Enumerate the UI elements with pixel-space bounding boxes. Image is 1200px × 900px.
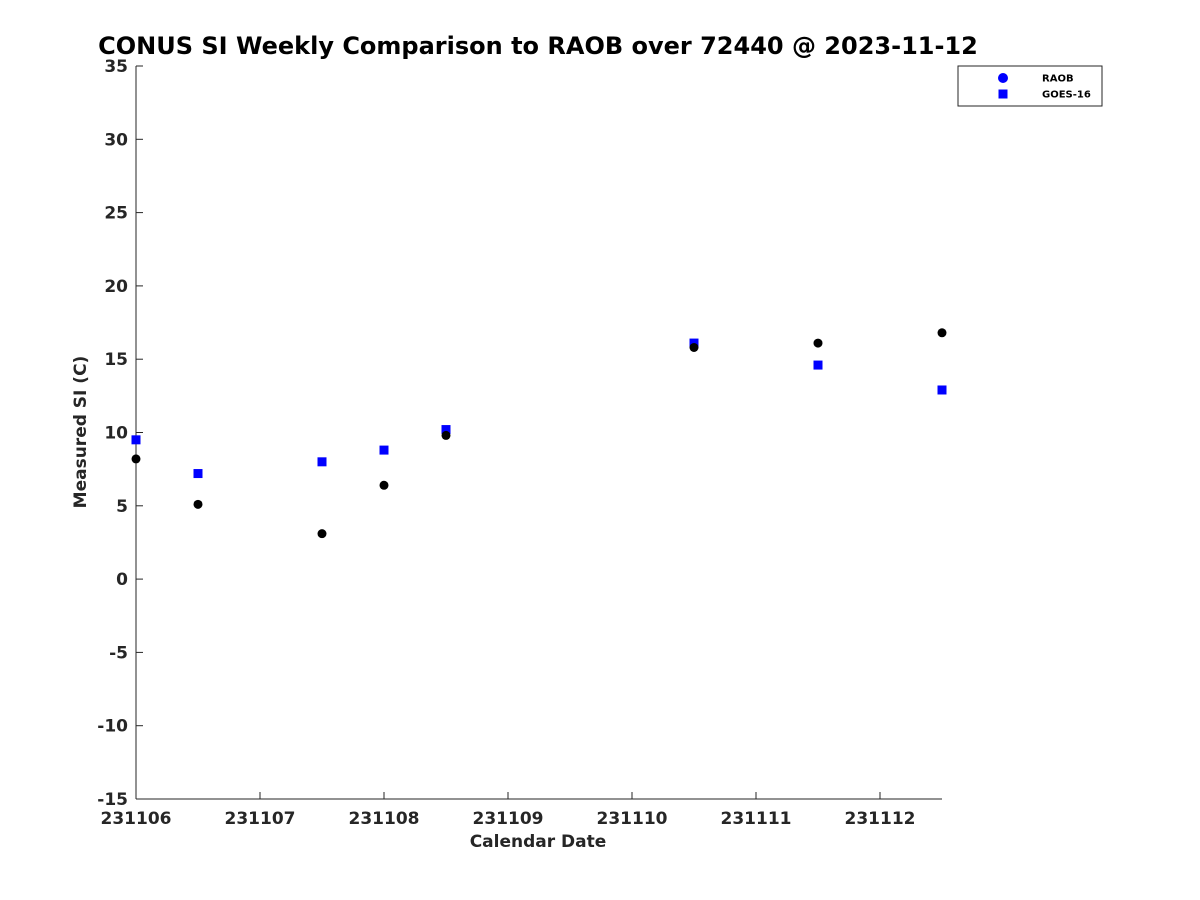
raob-point [131,454,141,464]
goes-16-point [937,385,947,395]
x-tick-label: 231108 [349,809,420,829]
raob-point [937,328,947,338]
x-ticks: 231106 231107 231108 231109 231110 231111 2311… [101,792,916,829]
raob-point [813,338,823,348]
x-tick-label: 231111 [721,809,792,829]
legend-goes-label: GOES-16 [1042,90,1091,101]
y-ticks: -15 -10 -5 0 5 10 15 20 25 30 35 [97,57,143,810]
y-tick-label: 25 [104,204,128,224]
y-tick-label: -10 [97,717,128,737]
raob-point [689,342,699,352]
y-tick-label: 20 [104,277,128,297]
goes-16-point [131,435,141,445]
x-tick-label: 231109 [473,809,544,829]
y-tick-label: 10 [104,424,128,444]
goes-16-point [813,360,823,370]
legend-box [957,65,1103,107]
y-tick-label: 5 [116,497,128,517]
raob-point [317,529,327,539]
x-tick-label: 231110 [597,809,668,829]
legend: RAOB GOES-16 [957,65,1103,107]
raob-point [441,430,451,440]
data-marks [131,328,947,539]
x-axis-label: Calendar Date [470,832,607,852]
y-tick-label: 0 [116,570,128,590]
y-tick-label: -15 [97,790,128,810]
x-tick-label: 231106 [101,809,172,829]
x-tick-label: 231112 [845,809,916,829]
y-axis-label: Measured SI (C) [71,356,91,509]
legend-raob-marker [998,73,1008,83]
goes-16-point [193,469,203,479]
legend-goes-marker [998,89,1008,99]
chart-title: CONUS SI Weekly Comparison to RAOB over … [98,32,978,60]
legend-raob-label: RAOB [1042,74,1074,85]
goes-16-point [441,425,451,435]
y-tick-label: 15 [104,350,128,370]
raob-point [379,480,389,490]
y-tick-label: -5 [109,643,128,663]
raob-point [193,499,203,509]
y-tick-label: 35 [104,57,128,77]
goes-16-point [317,457,327,467]
x-tick-label: 231107 [225,809,296,829]
goes-16-point [379,445,389,455]
y-tick-label: 30 [104,130,128,150]
